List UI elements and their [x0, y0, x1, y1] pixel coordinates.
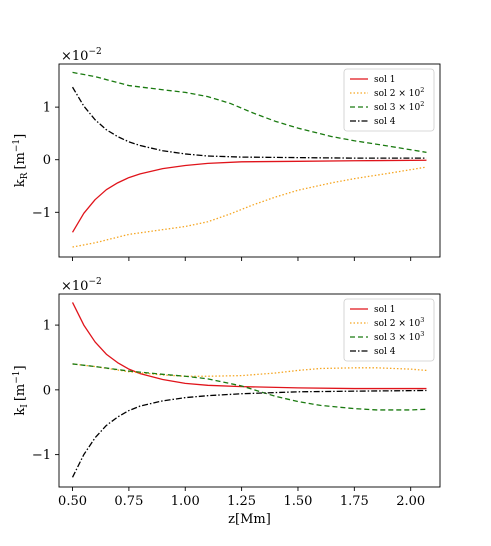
bottom-legend-label-4: sol 4 — [374, 347, 396, 357]
bottom-ytick-label: 1 — [43, 319, 51, 334]
bottom-legend-name-3: sol 3 × 10 — [374, 333, 420, 343]
bottom-legend-label-3: sol 3 × 103 — [374, 330, 424, 343]
bottom-ytick-label: −1 — [32, 448, 51, 463]
top-ylabel-main: k — [13, 179, 28, 187]
bottom-xtick-label: 1.50 — [283, 494, 312, 509]
bottom-series-line-3 — [72, 363, 427, 411]
bottom-legend-box — [343, 298, 435, 362]
top-series-group — [71, 71, 427, 248]
top-offset-exp: −2 — [88, 47, 101, 57]
top-legend-name-3: sol 3 × 10 — [374, 103, 420, 113]
top-ylabel: kR [m−1] — [12, 134, 30, 187]
bottom-legend-exp-2: 3 — [420, 316, 424, 324]
top-legend-exp-3: 2 — [420, 100, 424, 108]
bottom-series-line-4 — [71, 389, 427, 478]
bottom-ylabel-unit: [m — [13, 384, 28, 401]
bottom-xtick-label: 1.75 — [340, 494, 369, 509]
top-ylabel-close: ] — [13, 134, 28, 139]
top-legend-label-2: sol 2 × 102 — [374, 86, 424, 99]
bottom-xlabel: z[Mm] — [228, 512, 271, 527]
top-legend-name-1: sol 1 — [374, 75, 396, 85]
bottom-xtick-label: 0.50 — [58, 494, 87, 509]
bottom-legend-exp-3: 3 — [420, 330, 424, 338]
top-legend-label-1: sol 1 — [374, 75, 396, 85]
bottom-xtick-label: 1.00 — [171, 494, 200, 509]
bottom-legend-name-2: sol 2 × 10 — [374, 319, 420, 329]
bottom-legend-name-1: sol 1 — [374, 305, 396, 315]
top-ytick-label: 1 — [43, 101, 51, 116]
top-legend-label-3: sol 3 × 102 — [374, 100, 424, 113]
top-series-line-1 — [71, 159, 427, 233]
top-offset-base: ×10 — [61, 49, 88, 64]
bottom-offset-base: ×10 — [61, 279, 88, 294]
bottom-xtick-label: 1.25 — [227, 494, 256, 509]
bottom-xtick-label: 0.75 — [114, 494, 143, 509]
top-ylabel-unit: [m — [13, 152, 28, 169]
bottom-axes-frame — [58, 293, 441, 488]
top-series-line-4 — [71, 86, 427, 159]
top-ylabel-sub: R — [20, 172, 30, 179]
top-ytick-label: 0 — [43, 153, 51, 168]
bottom-ylabel-close: ] — [13, 365, 28, 370]
bottom-series-line-1 — [71, 302, 427, 390]
bottom-ytick-label: 0 — [43, 383, 51, 398]
top-legend-exp-2: 2 — [420, 86, 424, 94]
top-legend-box — [343, 68, 435, 132]
bottom-legend-label-2: sol 2 × 103 — [374, 316, 424, 329]
bottom-panel: −1 0 1 0.50 0.75 1.00 1.25 1.50 1.75 2.00 ×10−2 kI [… — [12, 277, 441, 527]
bottom-ylabel-main: k — [13, 408, 28, 416]
bottom-ylabel: kI [m−1] — [12, 365, 30, 415]
bottom-series-line-2 — [72, 363, 427, 377]
top-series-line-2 — [72, 166, 427, 248]
top-ytick-label: −1 — [32, 206, 51, 221]
bottom-xtick-label: 2.00 — [396, 494, 425, 509]
bottom-offset-label: ×10−2 — [61, 277, 102, 294]
top-ylabel-exp: −1 — [12, 139, 22, 152]
bottom-legend-name-4: sol 4 — [374, 347, 396, 357]
bottom-legend-label-1: sol 1 — [374, 305, 396, 315]
bottom-offset-exp: −2 — [88, 277, 101, 287]
bottom-ylabel-exp: −1 — [12, 370, 22, 383]
top-axes-frame — [58, 63, 441, 258]
top-offset-label: ×10−2 — [61, 47, 102, 64]
bottom-series-group — [71, 302, 427, 478]
top-legend-label-4: sol 4 — [374, 117, 396, 127]
top-legend-name-4: sol 4 — [374, 117, 396, 127]
bottom-ylabel-sub: I — [20, 404, 30, 408]
top-legend-name-2: sol 2 × 10 — [374, 89, 420, 99]
